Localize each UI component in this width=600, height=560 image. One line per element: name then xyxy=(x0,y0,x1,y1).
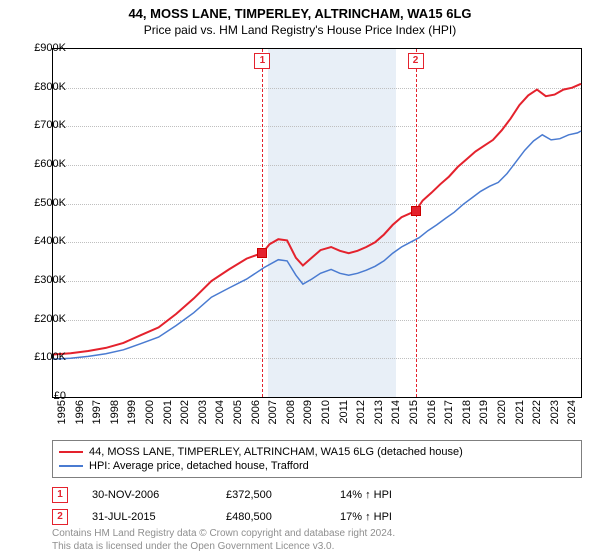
x-tick-label: 2021 xyxy=(514,400,526,436)
x-tick-label: 2020 xyxy=(496,400,508,436)
footer: Contains HM Land Registry data © Crown c… xyxy=(52,528,582,553)
sale-vs-hpi: 14% ↑ HPI xyxy=(340,489,450,501)
x-tick-label: 2015 xyxy=(408,400,420,436)
legend: 44, MOSS LANE, TIMPERLEY, ALTRINCHAM, WA… xyxy=(52,440,582,478)
legend-swatch xyxy=(59,451,83,453)
x-tick-label: 2009 xyxy=(302,400,314,436)
sale-vs-hpi: 17% ↑ HPI xyxy=(340,511,450,523)
y-tick-label: £300K xyxy=(21,274,66,286)
series-hpi xyxy=(53,131,581,359)
x-tick-label: 2017 xyxy=(443,400,455,436)
x-tick-label: 2014 xyxy=(390,400,402,436)
line-series xyxy=(53,49,581,397)
y-tick-label: £700K xyxy=(21,119,66,131)
x-tick-label: 2011 xyxy=(338,400,350,436)
x-tick-label: 2003 xyxy=(197,400,209,436)
sale-number: 2 xyxy=(52,509,68,525)
x-tick-label: 2010 xyxy=(320,400,332,436)
legend-item: 44, MOSS LANE, TIMPERLEY, ALTRINCHAM, WA… xyxy=(59,445,575,459)
x-tick-label: 2006 xyxy=(250,400,262,436)
sale-price: £372,500 xyxy=(226,489,316,501)
y-tick-label: £600K xyxy=(21,158,66,170)
series-property_price xyxy=(53,84,581,355)
x-tick-label: 1995 xyxy=(56,400,68,436)
legend-item: HPI: Average price, detached house, Traf… xyxy=(59,459,575,473)
legend-swatch xyxy=(59,465,83,467)
legend-label: 44, MOSS LANE, TIMPERLEY, ALTRINCHAM, WA… xyxy=(89,446,463,458)
x-tick-label: 2016 xyxy=(426,400,438,436)
y-tick-label: £100K xyxy=(21,351,66,363)
sale-date: 30-NOV-2006 xyxy=(92,489,202,501)
sale-point xyxy=(411,206,421,216)
x-tick-label: 2008 xyxy=(285,400,297,436)
plot-area: 12 xyxy=(52,48,582,398)
footer-line2: This data is licensed under the Open Gov… xyxy=(52,541,582,554)
sale-number: 1 xyxy=(52,487,68,503)
chart-container: 44, MOSS LANE, TIMPERLEY, ALTRINCHAM, WA… xyxy=(0,0,600,560)
x-tick-label: 2018 xyxy=(461,400,473,436)
x-tick-label: 2024 xyxy=(566,400,578,436)
sale-point xyxy=(257,248,267,258)
sales-row: 1 30-NOV-2006 £372,500 14% ↑ HPI xyxy=(52,484,582,506)
y-tick-label: £500K xyxy=(21,197,66,209)
chart-subtitle: Price paid vs. HM Land Registry's House … xyxy=(0,21,600,43)
y-tick-label: £900K xyxy=(21,42,66,54)
x-tick-label: 2013 xyxy=(373,400,385,436)
sale-marker-label: 2 xyxy=(408,53,424,69)
x-tick-label: 1999 xyxy=(126,400,138,436)
y-tick-label: £400K xyxy=(21,235,66,247)
sale-marker-label: 1 xyxy=(254,53,270,69)
x-tick-label: 2012 xyxy=(355,400,367,436)
y-tick-label: £800K xyxy=(21,81,66,93)
x-tick-label: 2007 xyxy=(267,400,279,436)
x-tick-label: 2005 xyxy=(232,400,244,436)
x-tick-label: 2001 xyxy=(162,400,174,436)
x-tick-label: 2000 xyxy=(144,400,156,436)
x-tick-label: 2019 xyxy=(478,400,490,436)
x-tick-label: 2002 xyxy=(179,400,191,436)
sale-date: 31-JUL-2015 xyxy=(92,511,202,523)
x-tick-label: 2023 xyxy=(549,400,561,436)
y-tick-label: £200K xyxy=(21,313,66,325)
sales-table: 1 30-NOV-2006 £372,500 14% ↑ HPI 2 31-JUL-201… xyxy=(52,484,582,528)
legend-label: HPI: Average price, detached house, Traf… xyxy=(89,460,309,472)
x-tick-label: 2004 xyxy=(214,400,226,436)
x-tick-label: 2022 xyxy=(531,400,543,436)
x-tick-label: 1997 xyxy=(91,400,103,436)
footer-line1: Contains HM Land Registry data © Crown c… xyxy=(52,528,582,541)
x-tick-label: 1998 xyxy=(109,400,121,436)
x-tick-label: 1996 xyxy=(74,400,86,436)
sales-row: 2 31-JUL-2015 £480,500 17% ↑ HPI xyxy=(52,506,582,528)
chart-title: 44, MOSS LANE, TIMPERLEY, ALTRINCHAM, WA… xyxy=(0,0,600,21)
sale-price: £480,500 xyxy=(226,511,316,523)
